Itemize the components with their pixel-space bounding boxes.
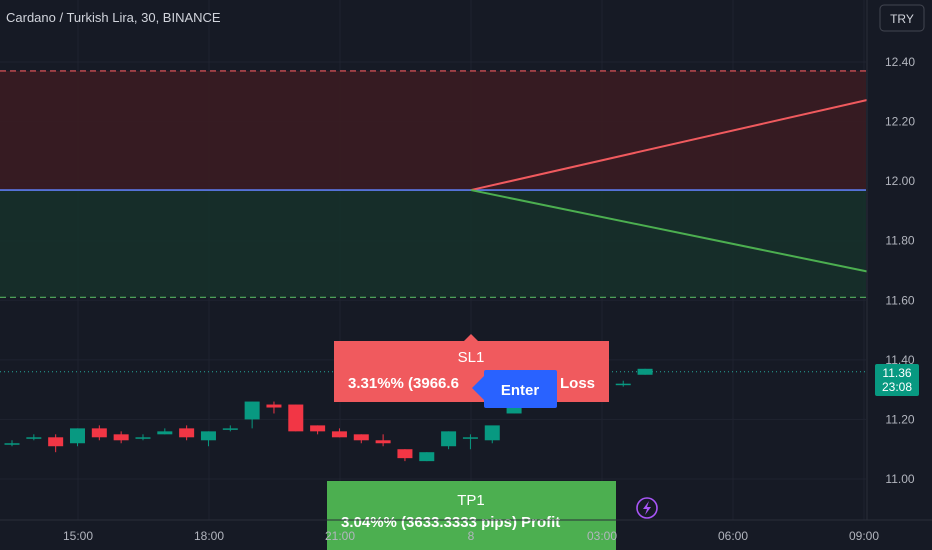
candle-body bbox=[462, 437, 478, 439]
candle bbox=[288, 404, 304, 432]
stop-loss-projection bbox=[470, 96, 878, 192]
candle-body bbox=[69, 428, 85, 444]
candle-body bbox=[244, 401, 260, 420]
time-tick-label: 15:00 bbox=[63, 529, 93, 543]
candle bbox=[484, 425, 500, 444]
candle bbox=[200, 431, 216, 447]
price-tick-label: 11.60 bbox=[885, 293, 914, 307]
currency-button-label: TRY bbox=[890, 12, 914, 26]
candle-body bbox=[135, 437, 151, 439]
time-tick-label: 06:00 bbox=[718, 529, 748, 543]
candle bbox=[441, 431, 457, 450]
currency-button[interactable]: TRY bbox=[879, 4, 925, 32]
candle-body bbox=[310, 425, 326, 432]
sl-label-suffix: Loss bbox=[560, 375, 595, 392]
price-axis[interactable] bbox=[867, 0, 932, 550]
candle bbox=[244, 401, 260, 429]
candle-body bbox=[353, 434, 369, 441]
sl-label-pointer bbox=[463, 334, 479, 342]
time-tick-label: 09:00 bbox=[849, 529, 879, 543]
sl-label-box bbox=[334, 341, 609, 402]
entry-label-text: Enter bbox=[501, 382, 540, 399]
price-tick-label: 11.00 bbox=[885, 472, 914, 486]
tp-label-title: TP1 bbox=[457, 492, 485, 509]
sl-label-title: SL1 bbox=[458, 349, 485, 366]
time-tick-label: 03:00 bbox=[587, 529, 617, 543]
tp-label-text: 3.04%% (3633.3333 pips) Profit bbox=[341, 514, 560, 531]
candle bbox=[637, 368, 653, 375]
candle bbox=[331, 428, 347, 438]
current-price-countdown: 23:08 bbox=[882, 380, 912, 394]
candle bbox=[310, 425, 326, 435]
candle-body bbox=[288, 404, 304, 432]
candle-body bbox=[375, 440, 391, 444]
candle-body bbox=[113, 434, 129, 441]
price-axis-ticks: 12.40 12.20 12.00 11.80 11.60 11.40 11.20 11.00 bbox=[885, 55, 915, 486]
tp-label[interactable]: TP1 3.04%% (3633.3333 pips) Profit bbox=[327, 481, 616, 550]
candle bbox=[113, 431, 129, 444]
sl-label-text: 3.31%% (3966.6 bbox=[348, 375, 459, 392]
stop-loss-zone bbox=[0, 70, 866, 191]
candle bbox=[397, 449, 413, 462]
candle-body bbox=[222, 428, 238, 430]
entry-label[interactable]: Enter bbox=[472, 370, 557, 408]
candle-body bbox=[157, 431, 173, 435]
candle-body bbox=[331, 431, 347, 438]
candle bbox=[222, 425, 238, 432]
candle-body bbox=[615, 383, 631, 386]
candle bbox=[179, 425, 195, 441]
time-tick-label: 21:00 bbox=[325, 529, 355, 543]
time-tick-label: 8 bbox=[468, 529, 475, 543]
candle bbox=[375, 434, 391, 447]
candle-body bbox=[397, 449, 413, 459]
current-price-value: 11.36 bbox=[882, 366, 911, 380]
candle-body bbox=[48, 437, 64, 447]
candle bbox=[135, 434, 151, 441]
price-tick-label: 12.00 bbox=[885, 174, 915, 188]
candle-body bbox=[179, 428, 195, 438]
currency-button-box bbox=[879, 4, 925, 32]
price-tick-label: 11.40 bbox=[885, 353, 914, 367]
candle bbox=[69, 428, 85, 447]
sl-label[interactable]: SL1 3.31%% (3966.6 Loss bbox=[334, 334, 609, 402]
lightning-icon[interactable] bbox=[636, 497, 658, 519]
candle bbox=[157, 428, 173, 435]
entry-label-box bbox=[484, 370, 557, 408]
candle-body bbox=[266, 404, 282, 408]
candle-body bbox=[4, 443, 20, 445]
candle-body bbox=[26, 437, 42, 439]
candle bbox=[615, 380, 631, 387]
price-tick-label: 11.20 bbox=[885, 412, 914, 426]
candle bbox=[26, 434, 42, 441]
take-profit-projection bbox=[470, 189, 878, 275]
candle-body bbox=[441, 431, 457, 447]
current-price-badge-box bbox=[875, 364, 919, 396]
candle-body bbox=[200, 431, 216, 441]
price-tick-label: 12.40 bbox=[885, 55, 915, 69]
candle bbox=[462, 434, 478, 450]
time-tick-label: 18:00 bbox=[194, 529, 224, 543]
price-tick-label: 11.80 bbox=[885, 234, 914, 248]
candle bbox=[91, 425, 107, 441]
current-price-badge: 11.36 23:08 bbox=[875, 364, 919, 396]
ticker-title[interactable]: Cardano / Turkish Lira, 30, BINANCE bbox=[6, 10, 221, 25]
candle bbox=[48, 434, 64, 453]
candle-body bbox=[484, 425, 500, 441]
price-tick-label: 12.20 bbox=[885, 115, 915, 129]
candle bbox=[419, 452, 435, 462]
take-profit-zone bbox=[0, 190, 866, 298]
candle-body bbox=[91, 428, 107, 438]
candle bbox=[353, 434, 369, 444]
candle bbox=[266, 401, 282, 414]
candle-body bbox=[637, 368, 653, 375]
candle bbox=[4, 440, 20, 447]
tp-label-box bbox=[327, 481, 616, 550]
entry-label-pointer bbox=[472, 376, 484, 400]
candle-body bbox=[419, 452, 435, 462]
time-axis-ticks[interactable]: 15:00 18:00 21:00 8 03:00 06:00 09:00 bbox=[63, 529, 879, 543]
